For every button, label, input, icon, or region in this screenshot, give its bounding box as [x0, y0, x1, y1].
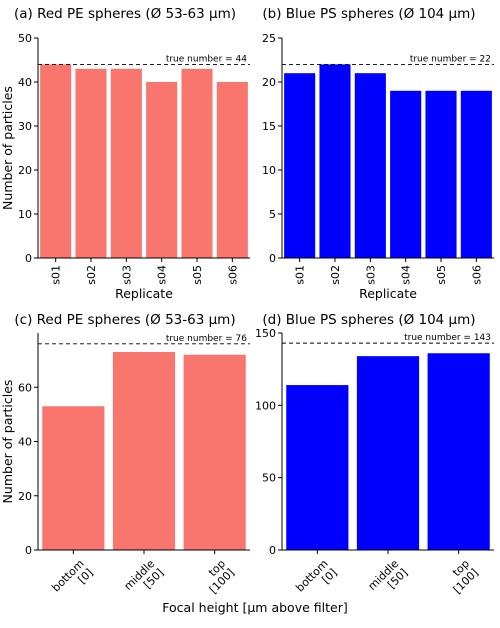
reference-label: true number = 143	[404, 333, 491, 343]
x-tick-label: bottom[0]	[49, 557, 95, 603]
bar	[146, 82, 177, 258]
y-axis-label: Number of particles	[0, 380, 15, 504]
y-axis-label: Number of particles	[0, 86, 15, 210]
x-tick-label: bottom[0]	[293, 557, 339, 603]
panel-title: (a) Red PE spheres (Ø 53-63 µm)	[14, 6, 236, 22]
reference-label: true number = 76	[166, 334, 247, 344]
x-tick-label: top[100]	[198, 557, 237, 596]
y-tick-label: 25	[262, 32, 276, 45]
y-tick-label: 100	[255, 399, 276, 412]
panel-title: (c) Red PE spheres (Ø 53-63 µm)	[14, 312, 235, 328]
x-tick-label: s05	[191, 265, 204, 285]
x-tick-label: s01	[294, 265, 307, 285]
y-tick-label: 40	[18, 436, 32, 449]
bar	[428, 353, 490, 550]
bar	[355, 73, 386, 258]
x-tick-label: s01	[50, 265, 63, 285]
y-tick-label: 20	[18, 490, 32, 503]
x-axis-label: Replicate	[359, 286, 417, 301]
y-tick-label: 5	[269, 208, 276, 221]
bar	[357, 356, 419, 550]
y-tick-label: 50	[18, 32, 32, 45]
bar	[75, 69, 106, 258]
x-tick-label: s04	[156, 265, 169, 285]
bar	[319, 64, 350, 258]
bar	[42, 406, 104, 550]
x-tick-label: s05	[435, 265, 448, 285]
x-tick-label: middle[50]	[366, 557, 411, 602]
x-tick-label: s06	[226, 265, 239, 285]
bar	[286, 385, 348, 550]
x-tick-label: s02	[329, 265, 342, 285]
bar	[184, 355, 246, 550]
panel-title: (d) Blue PS spheres (Ø 104 µm)	[262, 312, 475, 328]
panel-title: (b) Blue PS spheres (Ø 104 µm)	[262, 6, 475, 22]
y-tick-label: 0	[269, 252, 276, 265]
bar	[217, 82, 248, 258]
y-tick-label: 0	[25, 252, 32, 265]
x-axis-label: Replicate	[115, 286, 173, 301]
bar	[113, 352, 175, 550]
y-tick-label: 10	[262, 164, 276, 177]
chart-panel-3: (c) Red PE spheres (Ø 53-63 µm) true numb…	[0, 312, 250, 603]
y-tick-label: 150	[255, 327, 276, 340]
bar	[284, 73, 315, 258]
bar	[425, 91, 456, 258]
bar	[111, 69, 142, 258]
bar	[390, 91, 421, 258]
chart-panel-4: (d) Blue PS spheres (Ø 104 µm) true numbe…	[255, 312, 494, 603]
y-tick-label: 40	[18, 76, 32, 89]
y-tick-label: 20	[18, 164, 32, 177]
x-tick-label: top[100]	[442, 557, 481, 596]
y-tick-label: 30	[18, 120, 32, 133]
x-tick-label: s03	[364, 265, 377, 285]
chart-panel-1: (a) Red PE spheres (Ø 53-63 µm) true numb…	[0, 6, 250, 301]
x-tick-label: s06	[470, 265, 483, 285]
y-tick-label: 20	[262, 76, 276, 89]
y-tick-label: 50	[262, 472, 276, 485]
reference-label: true number = 44	[166, 54, 247, 64]
bar	[40, 64, 71, 258]
shared-x-axis-label: Focal height [µm above filter]	[162, 600, 347, 615]
y-tick-label: 10	[18, 208, 32, 221]
y-tick-label: 15	[262, 120, 276, 133]
x-tick-label: s04	[400, 265, 413, 285]
x-tick-label: s03	[120, 265, 133, 285]
bar	[461, 91, 492, 258]
bar	[181, 69, 212, 258]
y-tick-label: 60	[18, 381, 32, 394]
y-tick-label: 0	[25, 544, 32, 557]
reference-label: true number = 22	[410, 54, 491, 64]
y-tick-label: 0	[269, 544, 276, 557]
x-tick-label: s02	[85, 265, 98, 285]
x-tick-label: middle[50]	[122, 557, 167, 602]
panels: (a) Red PE spheres (Ø 53-63 µm) true numb…	[0, 6, 494, 603]
chart-panel-2: (b) Blue PS spheres (Ø 104 µm) true numbe…	[262, 6, 494, 301]
